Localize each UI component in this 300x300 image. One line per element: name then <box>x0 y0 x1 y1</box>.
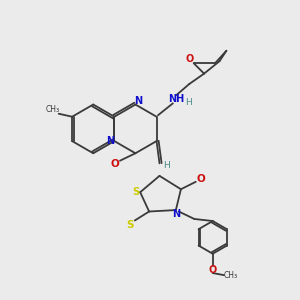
Text: O: O <box>208 265 217 275</box>
Text: NH: NH <box>168 94 184 104</box>
Text: N: N <box>172 209 180 219</box>
Text: N: N <box>106 136 114 146</box>
Text: N: N <box>134 96 142 106</box>
Text: O: O <box>196 174 205 184</box>
Text: CH₃: CH₃ <box>224 271 238 280</box>
Text: S: S <box>127 220 134 230</box>
Text: O: O <box>186 54 194 64</box>
Text: H: H <box>163 161 170 170</box>
Text: H: H <box>185 98 192 107</box>
Text: S: S <box>132 187 139 197</box>
Text: CH₃: CH₃ <box>45 105 59 114</box>
Text: O: O <box>110 159 119 169</box>
